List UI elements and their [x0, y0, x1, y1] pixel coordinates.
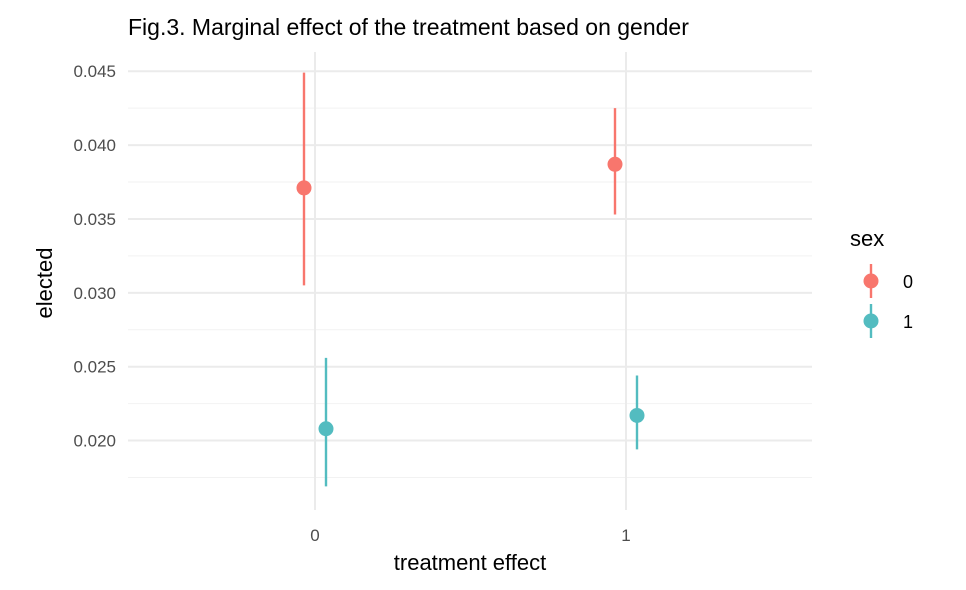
- y-tick-label: 0.040: [73, 136, 116, 155]
- y-axis-title: elected: [32, 248, 57, 319]
- chart-title: Fig.3. Marginal effect of the treatment …: [128, 14, 689, 40]
- y-tick-label: 0.045: [73, 62, 116, 81]
- y-tick-label: 0.030: [73, 284, 116, 303]
- legend-label: 0: [903, 272, 913, 292]
- data-marks: [296, 72, 645, 487]
- y-tick-label: 0.035: [73, 210, 116, 229]
- x-tick-label: 0: [310, 526, 319, 545]
- data-point: [629, 407, 645, 423]
- legend-label: 1: [903, 312, 913, 332]
- legend-key-point: [863, 313, 879, 329]
- data-point: [607, 156, 623, 172]
- y-tick-label: 0.020: [73, 432, 116, 451]
- x-axis-title: treatment effect: [394, 550, 546, 575]
- legend: sex 0 1: [850, 226, 913, 338]
- y-tick-label: 0.025: [73, 358, 116, 377]
- y-axis-ticks: 0.020 0.025 0.030 0.035 0.040 0.045: [73, 62, 116, 450]
- x-tick-label: 1: [621, 526, 630, 545]
- gridlines: [128, 52, 812, 510]
- data-point: [318, 421, 334, 437]
- data-point: [296, 180, 312, 196]
- legend-title: sex: [850, 226, 884, 251]
- legend-key-point: [863, 273, 879, 289]
